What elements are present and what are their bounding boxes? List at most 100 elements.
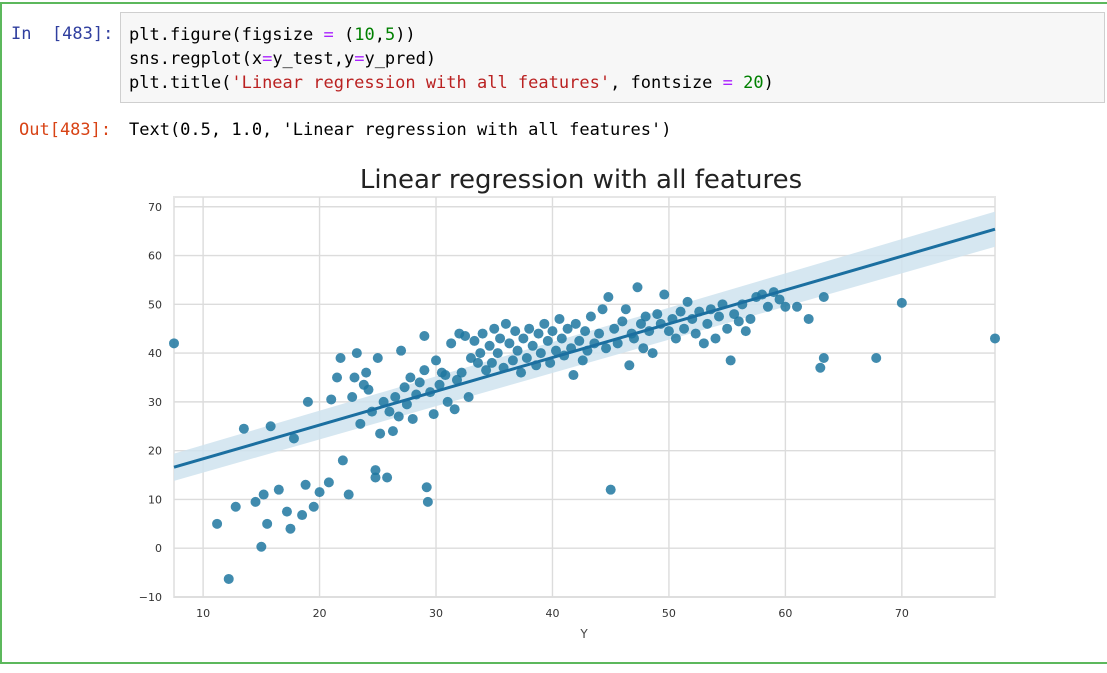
scatter-point xyxy=(285,523,296,534)
scatter-point xyxy=(463,392,474,402)
scatter-point xyxy=(472,357,483,368)
ci-band xyxy=(174,211,995,481)
scatter-point xyxy=(632,282,643,293)
scatter-point xyxy=(258,489,269,500)
scatter-point xyxy=(722,323,733,334)
code-token: = xyxy=(323,25,334,45)
scatter-point xyxy=(577,355,588,366)
confidence-band xyxy=(174,211,995,481)
scatter-point xyxy=(256,541,267,552)
scatter-point xyxy=(297,510,308,521)
scatter-point xyxy=(308,501,319,512)
x-tick-label: 20 xyxy=(313,607,327,620)
code-token: ) xyxy=(763,73,774,93)
scatter-point xyxy=(465,352,476,363)
scatter-point xyxy=(710,333,721,344)
code-line: sns.regplot(x=y_test,y=y_pred) xyxy=(129,49,436,69)
scatter-point xyxy=(535,348,546,359)
scatter-point xyxy=(594,328,605,339)
scatter-point xyxy=(323,477,334,488)
scatter-point xyxy=(469,335,480,346)
scatter-point xyxy=(774,294,785,305)
scatter-point xyxy=(337,455,348,466)
scatter-point xyxy=(421,482,432,493)
scatter-point xyxy=(422,496,433,507)
scatter-point xyxy=(419,365,430,376)
y-tick-label: 70 xyxy=(148,201,162,214)
scatter-point xyxy=(670,333,681,344)
y-tick-label: −10 xyxy=(139,591,162,604)
scatter-point xyxy=(635,318,646,329)
scatter-point xyxy=(663,326,674,337)
code-input-area[interactable]: plt.figure(figsize = (10,5)) sns.regplot… xyxy=(120,12,1105,103)
x-tick-label: 50 xyxy=(662,607,676,620)
code-editor[interactable]: plt.figure(figsize = (10,5)) sns.regplot… xyxy=(129,23,774,95)
scatter-point xyxy=(527,340,538,351)
scatter-point xyxy=(489,323,500,334)
scatter-point xyxy=(570,318,581,329)
scatter-point xyxy=(387,426,398,437)
scatter-point xyxy=(343,489,354,500)
code-token: y_pred) xyxy=(364,49,437,69)
scatter-point xyxy=(486,357,497,368)
scatter-point xyxy=(382,472,393,483)
grid xyxy=(174,197,995,598)
x-tick-label: 70 xyxy=(895,607,909,620)
regression-chart: Linear regression with all features 10 20… xyxy=(139,165,1000,641)
scatter-point xyxy=(871,352,882,363)
scatter-point xyxy=(335,352,346,363)
scatter-point xyxy=(601,343,612,354)
scatter-point xyxy=(896,297,907,308)
scatter-point xyxy=(679,323,690,334)
scatter-point xyxy=(477,328,488,339)
y-tick-label: 10 xyxy=(148,493,162,506)
scatter-point xyxy=(370,465,381,476)
scatter-point xyxy=(355,418,366,429)
scatter-point xyxy=(407,413,418,424)
scatter-point xyxy=(372,352,383,363)
scatter-point xyxy=(500,318,511,329)
scatter-point xyxy=(446,338,457,349)
scatter-point xyxy=(698,338,709,349)
scatter-point xyxy=(288,433,299,444)
scatter-point xyxy=(792,301,803,312)
regression-line-group xyxy=(173,227,996,469)
scatter-point xyxy=(547,326,558,337)
scatter-point xyxy=(361,367,372,378)
x-tick-label: 40 xyxy=(545,607,559,620)
scatter-point xyxy=(495,333,506,344)
scatter-point xyxy=(518,333,529,344)
scatter-point xyxy=(539,318,550,329)
scatter-point xyxy=(492,348,503,359)
scatter-point xyxy=(524,323,535,334)
scatter-point xyxy=(609,323,620,334)
scatter-point xyxy=(250,496,261,507)
scatter-point xyxy=(617,316,628,327)
scatter-point xyxy=(451,374,462,385)
scatter-point xyxy=(542,335,553,346)
code-token: 'Linear regression with all features' xyxy=(231,73,611,93)
scatter-point xyxy=(659,289,670,300)
code-token: )) xyxy=(395,25,416,45)
code-token xyxy=(733,73,743,93)
scatter-point xyxy=(375,428,386,439)
scatter-point xyxy=(475,348,486,359)
scatter-point xyxy=(745,313,756,324)
scatter-point xyxy=(484,340,495,351)
scatter-point xyxy=(223,573,234,584)
y-tick-label: 40 xyxy=(148,347,162,360)
code-token: = xyxy=(354,49,365,69)
scatter-point xyxy=(638,343,649,354)
code-token: y_test,y xyxy=(272,49,355,69)
scatter-point xyxy=(516,367,527,378)
scatter-point xyxy=(550,345,561,356)
scatter-point xyxy=(504,338,515,349)
scatter-point xyxy=(456,367,467,378)
scatter-point xyxy=(729,309,740,320)
scatter-point xyxy=(449,404,460,415)
scatter-point xyxy=(442,396,453,407)
scatter-point xyxy=(725,355,736,366)
scatter-point xyxy=(652,309,663,320)
code-line: plt.title('Linear regression with all fe… xyxy=(129,73,774,93)
input-prompt: In [483]: xyxy=(11,24,114,44)
